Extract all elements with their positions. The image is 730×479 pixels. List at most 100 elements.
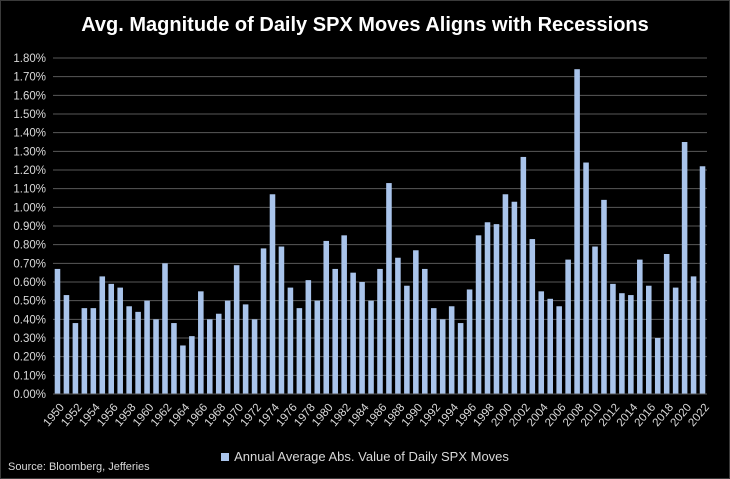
bar [90, 308, 97, 394]
y-tick-label: 1.80% [13, 53, 46, 65]
bar [162, 263, 168, 394]
bar [296, 308, 303, 394]
x-tick-label: 2022 [686, 402, 712, 429]
chart-title: Avg. Magnitude of Daily SPX Moves Aligns… [81, 14, 649, 36]
bar [63, 295, 70, 394]
bar [269, 194, 276, 394]
bar [556, 306, 562, 394]
bar [413, 250, 419, 394]
bar [144, 300, 150, 394]
legend: Annual Average Abs. Value of Daily SPX M… [0, 449, 730, 464]
bar [368, 300, 374, 394]
bar [54, 268, 61, 394]
bar [323, 240, 330, 394]
bar [502, 194, 509, 394]
bar [180, 345, 186, 394]
bar [699, 166, 706, 394]
bar [314, 300, 321, 394]
bar [645, 285, 652, 394]
bar [538, 291, 545, 394]
y-tick-label: 1.50% [13, 109, 46, 121]
bar [260, 248, 267, 394]
bar [251, 319, 258, 394]
bar [287, 287, 294, 394]
bar [224, 300, 231, 394]
bar [117, 287, 123, 394]
y-tick-label: 1.20% [13, 165, 46, 177]
y-tick-label: 0.70% [13, 258, 46, 270]
bar [359, 282, 365, 394]
bar [377, 268, 383, 394]
y-tick-label: 0.40% [13, 314, 46, 326]
bar [198, 291, 204, 394]
bar [332, 268, 338, 394]
y-tick-label: 1.70% [13, 72, 46, 84]
bar [672, 287, 679, 394]
bar [493, 224, 500, 394]
bar [404, 285, 410, 394]
y-tick-label: 1.00% [13, 202, 46, 214]
bar [484, 222, 491, 394]
y-tick-label: 0.30% [13, 333, 46, 345]
y-tick-label: 1.30% [13, 146, 46, 158]
y-tick-label: 0.80% [13, 240, 46, 252]
bar [654, 338, 661, 394]
y-tick-label: 0.20% [13, 352, 46, 364]
bar [547, 298, 553, 394]
bar [601, 199, 607, 394]
bar [108, 283, 115, 394]
bar [628, 295, 634, 394]
bar [681, 142, 688, 394]
bar [448, 306, 455, 394]
bar [475, 235, 482, 394]
bar [72, 323, 79, 394]
bar [126, 306, 132, 394]
bar [189, 336, 195, 394]
bar [341, 235, 347, 394]
bar [305, 280, 312, 394]
y-tick-label: 0.10% [13, 370, 46, 382]
bar [637, 259, 643, 394]
bar [457, 323, 464, 394]
bar [529, 239, 536, 394]
bar [619, 293, 625, 394]
bar [81, 308, 88, 394]
bar [574, 69, 580, 394]
bar [663, 254, 670, 394]
y-tick-label: 0.50% [13, 296, 46, 308]
y-tick-label: 1.60% [13, 90, 46, 102]
bar [153, 319, 159, 394]
bar [135, 311, 141, 394]
bar [242, 304, 249, 394]
y-tick-label: 0.60% [13, 277, 46, 289]
bar [439, 319, 446, 394]
bar [511, 201, 518, 394]
bar [592, 246, 598, 394]
legend-swatch [221, 453, 230, 461]
bar [215, 313, 222, 394]
bar [350, 272, 356, 394]
bar [466, 289, 473, 394]
bar [386, 183, 392, 394]
bar [583, 162, 589, 394]
bar [395, 257, 401, 394]
y-tick-label: 1.10% [13, 184, 46, 196]
y-tick-label: 0.00% [13, 389, 46, 401]
bar [430, 308, 437, 394]
source-note: Source: Bloomberg, Jefferies [8, 461, 150, 473]
bar [99, 276, 106, 394]
bar [690, 276, 697, 394]
bar [610, 283, 616, 394]
y-tick-label: 0.90% [13, 221, 46, 233]
bar [233, 265, 240, 394]
bar [565, 259, 571, 394]
bar [520, 156, 527, 394]
bar [422, 268, 428, 394]
legend-label: Annual Average Abs. Value of Daily SPX M… [234, 449, 509, 464]
bar [171, 323, 177, 394]
bar [278, 246, 285, 394]
bar [207, 319, 213, 394]
y-tick-label: 1.40% [13, 128, 46, 140]
